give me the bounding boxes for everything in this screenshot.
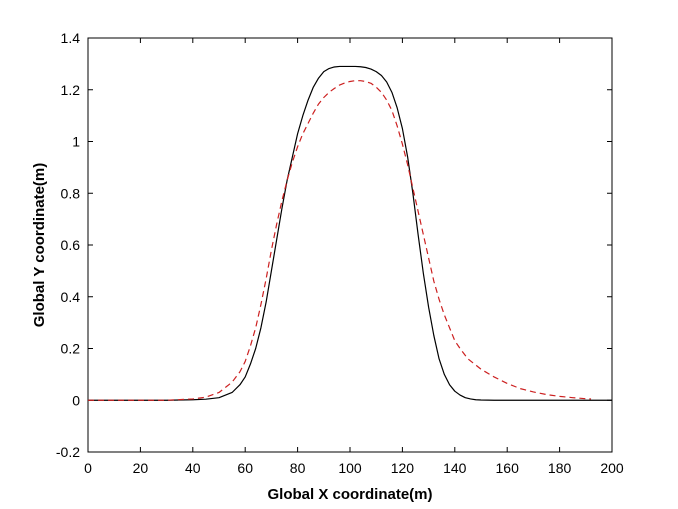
series-line-2 [88, 80, 592, 401]
x-tick-label: 120 [391, 460, 415, 476]
x-axis-label: Global X coordinate(m) [267, 486, 432, 503]
y-tick-label: -0.2 [56, 444, 80, 460]
x-tick-label: 0 [84, 460, 92, 476]
x-tick-label: 100 [338, 460, 362, 476]
y-axis-label: Global Y coordinate(m) [31, 163, 48, 327]
series-layer [88, 65, 612, 401]
x-tick-label: 160 [496, 460, 520, 476]
x-tick-label: 80 [290, 460, 306, 476]
y-tick-label: 0 [72, 392, 80, 408]
ticks-layer: 0 20 40 60 80 100 120 140 160 180 200-0.200.20.40.… [56, 30, 624, 476]
x-tick-label: 20 [133, 460, 149, 476]
y-tick-label: 1.4 [61, 30, 81, 46]
y-tick-label: 0.6 [61, 237, 81, 253]
x-tick-label: 40 [185, 460, 201, 476]
x-tick-label: 60 [237, 460, 253, 476]
x-tick-label: 140 [443, 460, 467, 476]
y-tick-label: 0.8 [61, 185, 81, 201]
x-tick-label: 180 [548, 460, 572, 476]
series-line-1 [88, 65, 612, 401]
y-tick-label: 1.2 [61, 82, 81, 98]
y-tick-label: 0.4 [61, 289, 81, 305]
y-tick-label: 1 [72, 134, 80, 150]
x-tick-label: 200 [600, 460, 624, 476]
plot-area [87, 37, 613, 453]
y-tick-label: 0.2 [61, 341, 81, 357]
